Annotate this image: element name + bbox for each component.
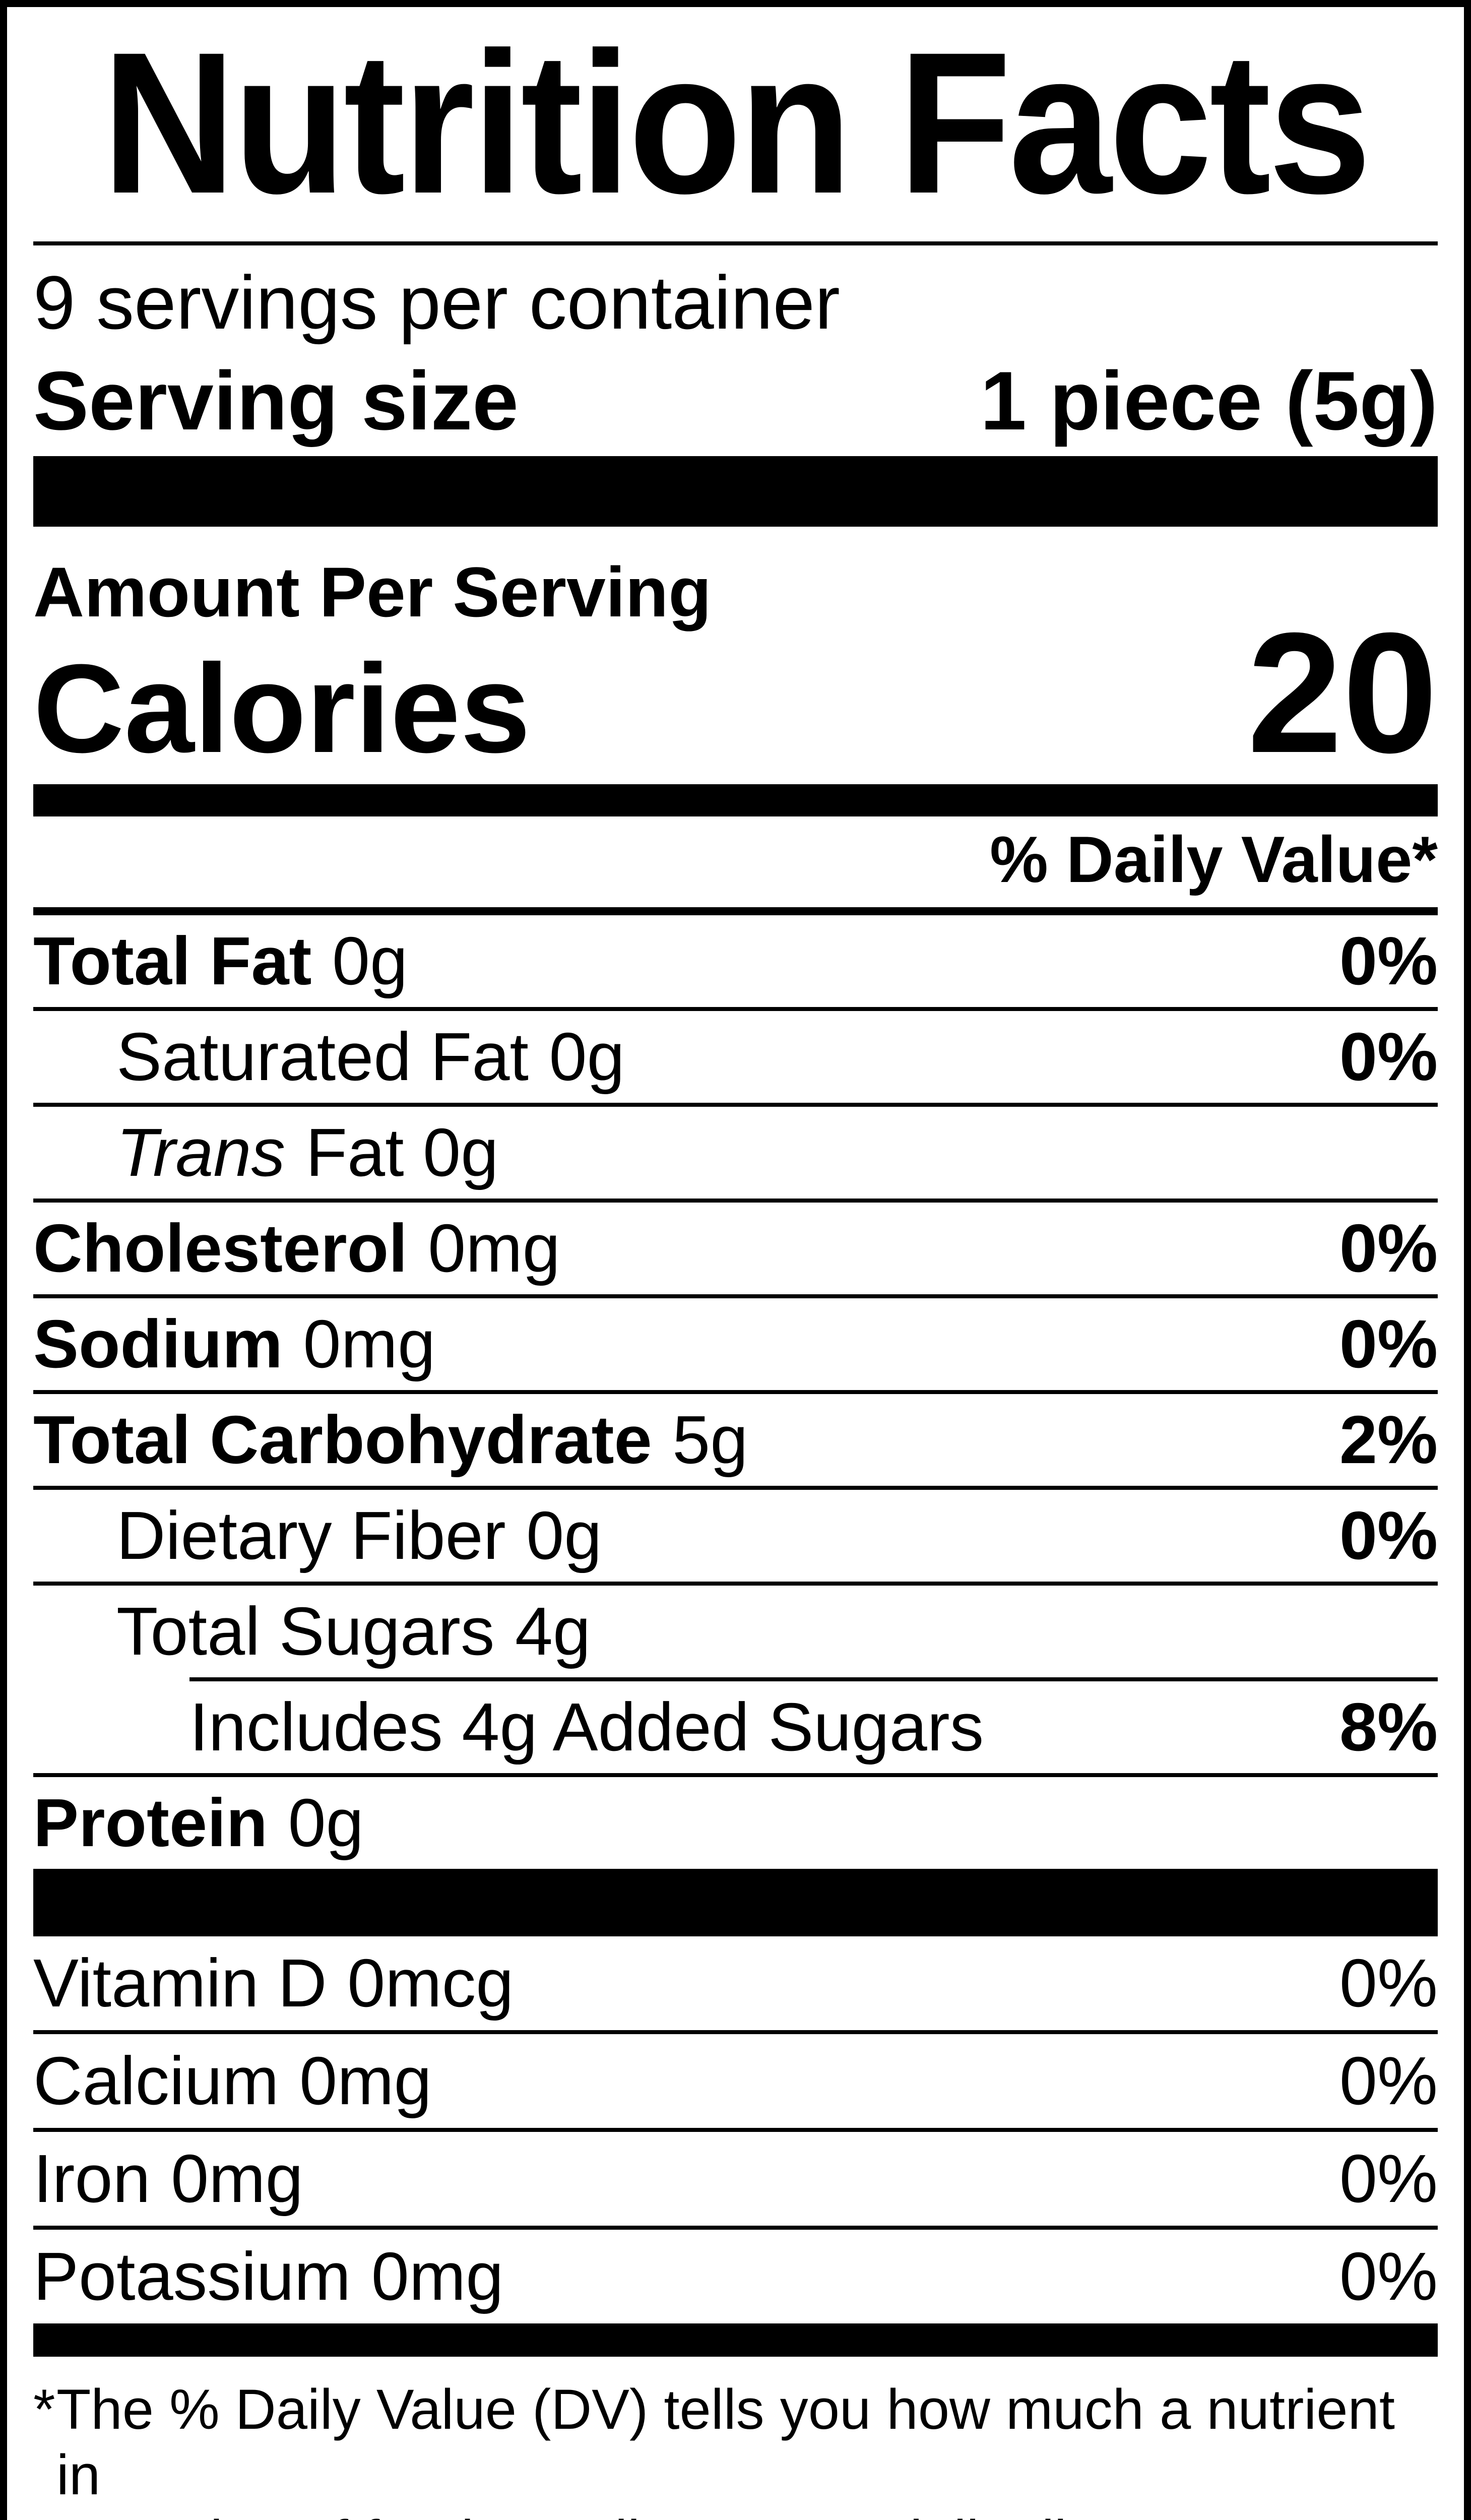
vitamin-name: Iron 0mg [33, 2140, 303, 2217]
nutrient-row-dietary-fiber: Dietary Fiber 0g 0% [33, 1490, 1438, 1586]
vitamin-row-calcium: Calcium 0mg 0% [33, 2034, 1438, 2132]
nutrient-row-total-carbohydrate: Total Carbohydrate 5g 2% [33, 1394, 1438, 1490]
footnote-asterisk: * [33, 2378, 55, 2441]
nutrient-row-saturated-fat: Saturated Fat 0g 0% [33, 1011, 1438, 1107]
calories-row: Calories 20 [33, 597, 1438, 789]
vitamin-row-potassium: Potassium 0mg 0% [33, 2230, 1438, 2323]
serving-size-label: Serving size [33, 354, 519, 447]
nutrient-name: Saturated Fat 0g [116, 1019, 625, 1095]
nutrient-name: Total Fat 0g [33, 923, 408, 999]
separator-bar-medium-footnote [33, 2323, 1438, 2357]
vitamin-name: Potassium 0mg [33, 2238, 504, 2314]
nutrient-name: Trans Fat 0g [116, 1114, 499, 1190]
label-title: Nutrition Facts [102, 10, 1372, 235]
nutrient-dv: 2% [1339, 1402, 1438, 1478]
separator-bar-medium-calories [33, 784, 1438, 816]
separator-bar-thick-top [33, 456, 1438, 527]
nutrient-row-added-sugars: Includes 4g Added Sugars 8% [33, 1681, 1438, 1777]
nutrient-row-cholesterol: Cholesterol 0mg 0% [33, 1203, 1438, 1298]
nutrient-dv: 0% [1339, 1306, 1438, 1382]
calories-label: Calories [33, 638, 531, 779]
nutrient-name: Sodium 0mg [33, 1306, 436, 1382]
nutrient-name: Dietary Fiber 0g [116, 1497, 602, 1573]
title-wrap: Nutrition Facts [33, 22, 1438, 224]
vitamin-dv: 0% [1339, 1945, 1438, 2021]
rule-under-title [33, 241, 1438, 245]
vitamin-row-iron: Iron 0mg 0% [33, 2132, 1438, 2230]
nutrient-row-total-sugars: Total Sugars 4g [33, 1586, 1438, 1677]
nutrient-row-sodium: Sodium 0mg 0% [33, 1298, 1438, 1394]
footnote-line: a serving of food contributes to a daily… [56, 2508, 1438, 2520]
serving-size-row: Serving size 1 piece (5g) [33, 350, 1438, 451]
nutrient-dv: 0% [1339, 1497, 1438, 1573]
vitamin-dv: 0% [1339, 2043, 1438, 2119]
nutrient-dv: 0% [1339, 1210, 1438, 1286]
nutrient-dv: 0% [1339, 923, 1438, 999]
calories-value: 20 [1247, 597, 1438, 789]
vitamin-row-vitamin-d: Vitamin D 0mcg 0% [33, 1936, 1438, 2034]
nutrient-row-protein: Protein 0g [33, 1777, 1438, 1869]
servings-per-container: 9 servings per container [33, 260, 840, 345]
vitamin-dv: 0% [1339, 2140, 1438, 2217]
nutrient-name: Total Sugars 4g [116, 1593, 591, 1669]
daily-value-footnote: * The % Daily Value (DV) tells you how m… [33, 2357, 1438, 2520]
nutrient-name: Includes 4g Added Sugars [189, 1689, 984, 1765]
vitamin-dv: 0% [1339, 2238, 1438, 2314]
nutrient-dv: 8% [1339, 1689, 1438, 1765]
daily-value-header: % Daily Value* [33, 816, 1438, 915]
serving-size-value: 1 piece (5g) [980, 354, 1438, 447]
footnote-line: The % Daily Value (DV) tells you how muc… [56, 2378, 1395, 2506]
indented-rule-added-sugars [189, 1677, 1438, 1681]
separator-bar-thick-protein [33, 1869, 1438, 1936]
vitamin-name: Vitamin D 0mcg [33, 1945, 514, 2021]
vitamin-name: Calcium 0mg [33, 2043, 432, 2119]
nutrient-name: Cholesterol 0mg [33, 1210, 560, 1286]
nutrient-dv: 0% [1339, 1019, 1438, 1095]
amount-per-serving-label: Amount Per Serving [33, 552, 712, 632]
nutrient-name: Protein 0g [33, 1785, 364, 1861]
nutrient-name: Total Carbohydrate 5g [33, 1402, 748, 1478]
nutrient-row-trans-fat: Trans Fat 0g [33, 1107, 1438, 1203]
nutrient-row-total-fat: Total Fat 0g 0% [33, 915, 1438, 1011]
